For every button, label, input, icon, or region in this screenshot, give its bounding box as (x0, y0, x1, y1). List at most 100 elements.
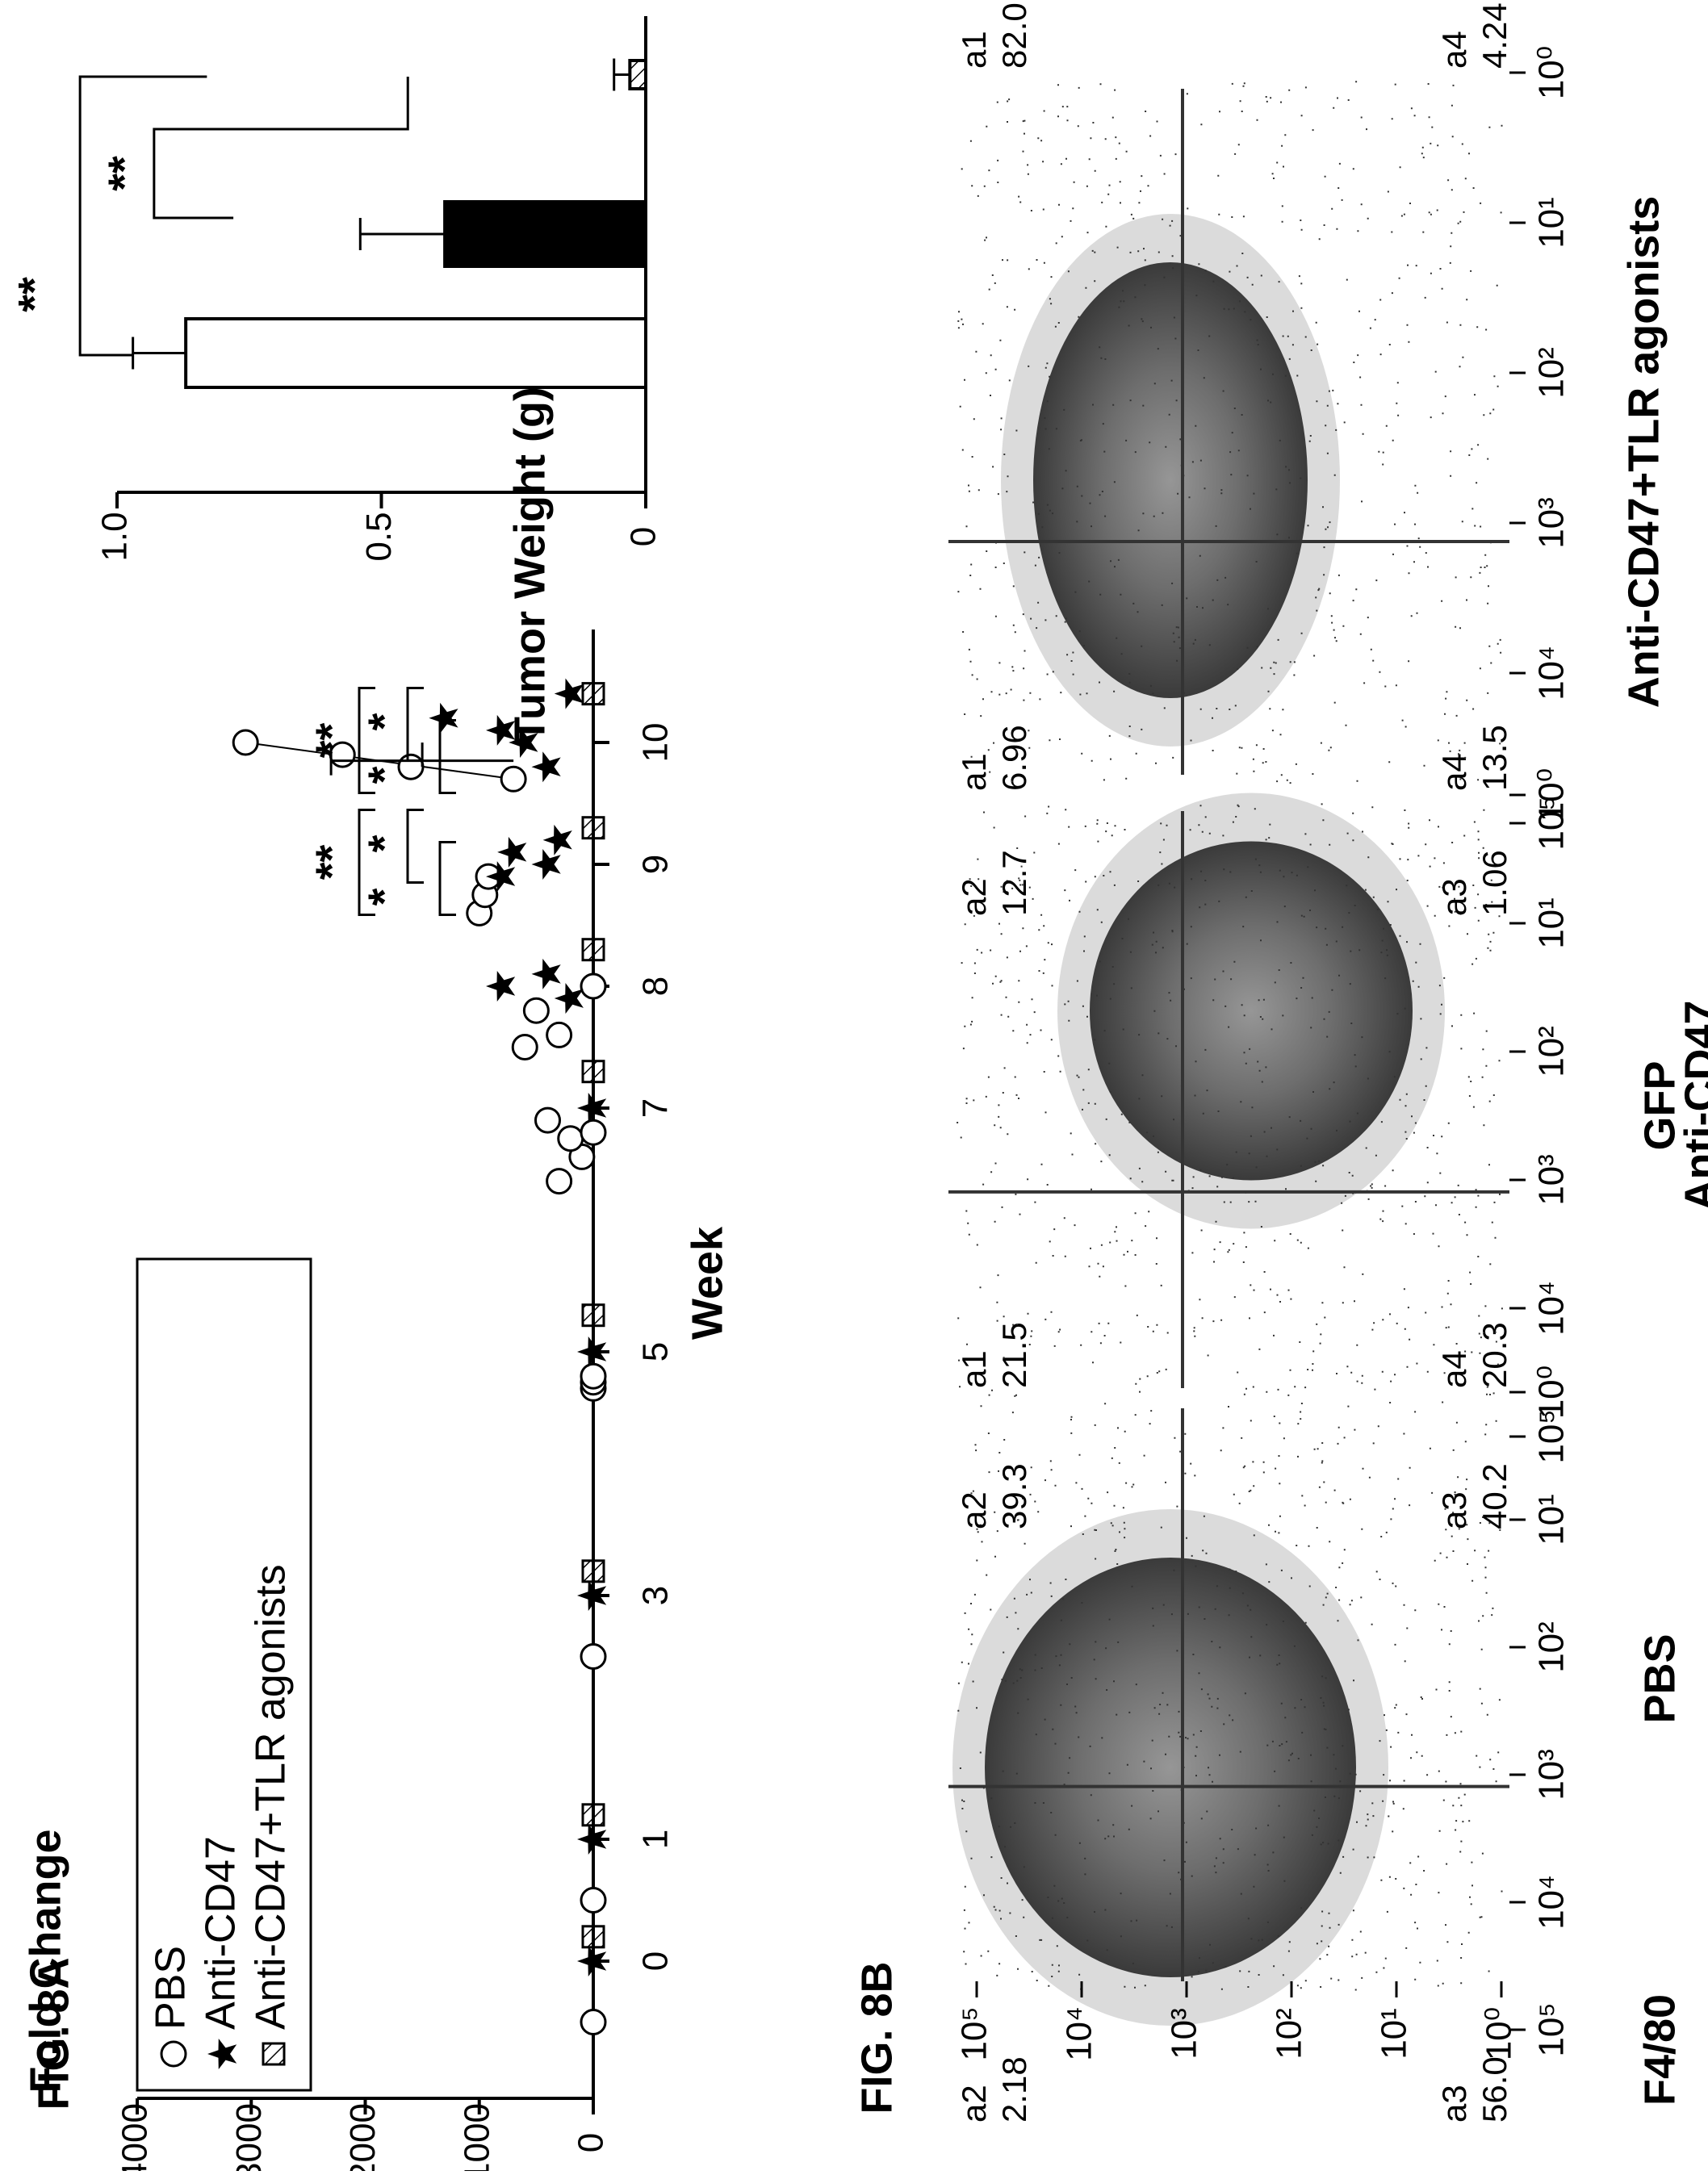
flow-x-tick-label: 10¹ (1532, 897, 1572, 949)
flow-x-tick-label: 10⁴ (1532, 646, 1572, 701)
significance-label: ** (306, 844, 357, 880)
flow-density-region (1033, 262, 1308, 698)
quadrant-value: 39.3 (995, 1463, 1033, 1529)
star-data-point (577, 1093, 607, 1123)
tumor-weight-bar (443, 200, 647, 268)
flow-x-tick-label: 10² (1532, 347, 1572, 399)
circle-data-point (580, 1362, 607, 1390)
value-tick-label: 3000 (229, 2103, 269, 2171)
significance-bracket (406, 808, 424, 884)
square-data-point (581, 1925, 605, 1949)
star-data-point (531, 958, 561, 989)
flow-x-tick-label: 10⁴ (1532, 1875, 1572, 1930)
flow-x-tick-label: 10³ (1532, 497, 1572, 549)
tumor-tick-label: 1.0 (95, 512, 135, 561)
flow-x-tick-label: 10⁵ (1532, 1409, 1572, 1463)
quadrant-name: a3 (1435, 878, 1473, 916)
quadrant-name: a3 (1435, 1491, 1473, 1529)
star-data-point (486, 714, 516, 746)
star-data-point (509, 726, 538, 759)
circle-data-point (534, 1106, 561, 1134)
tumor-weight-bar (184, 317, 647, 389)
week-tick-label: 0 (636, 1951, 676, 1971)
circle-data-point (580, 1643, 607, 1670)
quadrant-name: a1 (955, 31, 993, 69)
significance-label: * (358, 888, 409, 906)
quadrant-value: 6.96 (995, 725, 1033, 791)
flow-x-tick-label: 10⁰ (1532, 1366, 1572, 1420)
value-tick-label: 1000 (457, 2103, 496, 2171)
star-data-point (577, 1824, 607, 1855)
quadrant-value: 82.0 (995, 2, 1033, 69)
flow-x-tick-label: 10² (1532, 1026, 1572, 1077)
flow-x-tick-label: 10¹ (1532, 197, 1572, 249)
fig-8a-label: FIG. 8A (29, 1957, 77, 2110)
flow-x-tick-label: 10⁴ (1532, 1281, 1572, 1336)
legend-marker (207, 2039, 237, 2069)
circle-data-point (546, 1021, 573, 1048)
quadrant-name: a2 (955, 878, 993, 916)
value-tick-label: 2000 (343, 2103, 383, 2171)
flow-y-tick-label: 10¹ (1375, 2008, 1414, 2060)
quadrant-value: 56.0 (1476, 2056, 1513, 2123)
week-tick-label: 5 (636, 1342, 676, 1361)
circle-data-point (580, 1887, 607, 1914)
circle-data-point (580, 972, 607, 1000)
quadrant-name: a4 (1435, 31, 1473, 69)
star-data-point (577, 1580, 607, 1611)
significance-label: * (358, 713, 409, 730)
flow-y-tick-label: 10³ (1165, 2008, 1204, 2060)
tumor-sig-bracket (78, 75, 207, 357)
tumor-weight-bar (628, 59, 647, 90)
tumor-significance-label: ** (98, 156, 149, 191)
quadrant-value: 12.7 (995, 850, 1033, 916)
legend-label: Anti-CD47+TLR agonists (248, 1564, 295, 2030)
legend-label: Anti-CD47 (198, 1836, 245, 2030)
week-tick-label: 8 (636, 977, 676, 996)
star-data-point (486, 971, 516, 1002)
quadrant-name: a4 (1435, 753, 1473, 791)
star-data-point (429, 702, 458, 734)
flow-x-tick-label: 10¹ (1532, 1494, 1572, 1546)
quadrant-name: a1 (955, 1350, 993, 1388)
square-data-point (581, 938, 605, 962)
quadrant-value: 1.06 (1476, 850, 1513, 916)
fig-8b-label: FIG. 8B (852, 1961, 901, 2114)
flow-x-tick-label: 10⁰ (1532, 768, 1572, 822)
week-tick-label: 10 (636, 723, 676, 763)
fold-change-y-label: Fold Change (21, 1830, 69, 2093)
flow-x-tick-label: 10³ (1532, 1749, 1572, 1801)
legend-marker (262, 2042, 286, 2066)
flow-x-tick-label: 10⁵ (1532, 796, 1572, 850)
week-tick-label: 9 (636, 855, 676, 874)
figure-root: FIG. 8A 0 1000 2000 3000 4000 0 1 3 5 7 8 9 10 Fold Ch… (9, 2, 1708, 2175)
significance-bracket (358, 808, 375, 916)
circle-data-point (580, 1119, 607, 1146)
quadrant-value: 2.18 (995, 2056, 1033, 2123)
quadrant-value: 20.3 (1476, 1322, 1513, 1388)
significance-bracket (438, 718, 456, 794)
star-data-point (531, 849, 561, 880)
circle-data-point (511, 1034, 538, 1060)
week-tick-label: 1 (636, 1830, 676, 1849)
quadrant-name: a2 (955, 2085, 993, 2123)
quadrant-value: 13.5 (1476, 725, 1513, 791)
value-tick-label: 0 (571, 2133, 611, 2152)
legend-box (136, 1257, 312, 2092)
flow-panel-title: Anti-CD47+TLR agonists (1619, 196, 1668, 709)
square-data-point (581, 1803, 605, 1827)
square-data-point (581, 816, 605, 840)
quadrant-name: a3 (1435, 2085, 1473, 2123)
circle-data-point (580, 2009, 607, 2035)
flow-x-tick-label: 10⁵ (1532, 2002, 1572, 2056)
flow-y-axis-label: F4/80 (1635, 1994, 1684, 2106)
flow-y-tick-label: 10² (1270, 2008, 1309, 2060)
tumor-weight-y-label: Tumor Weight (g) (505, 387, 554, 743)
flow-x-tick-label: 10⁰ (1532, 46, 1572, 100)
star-data-point (554, 983, 584, 1014)
tumor-tick-label: 0.5 (359, 512, 399, 561)
flow-x-tick-label: 10³ (1532, 1154, 1572, 1206)
flow-panel-title: Anti-CD47 (1676, 1000, 1708, 1211)
